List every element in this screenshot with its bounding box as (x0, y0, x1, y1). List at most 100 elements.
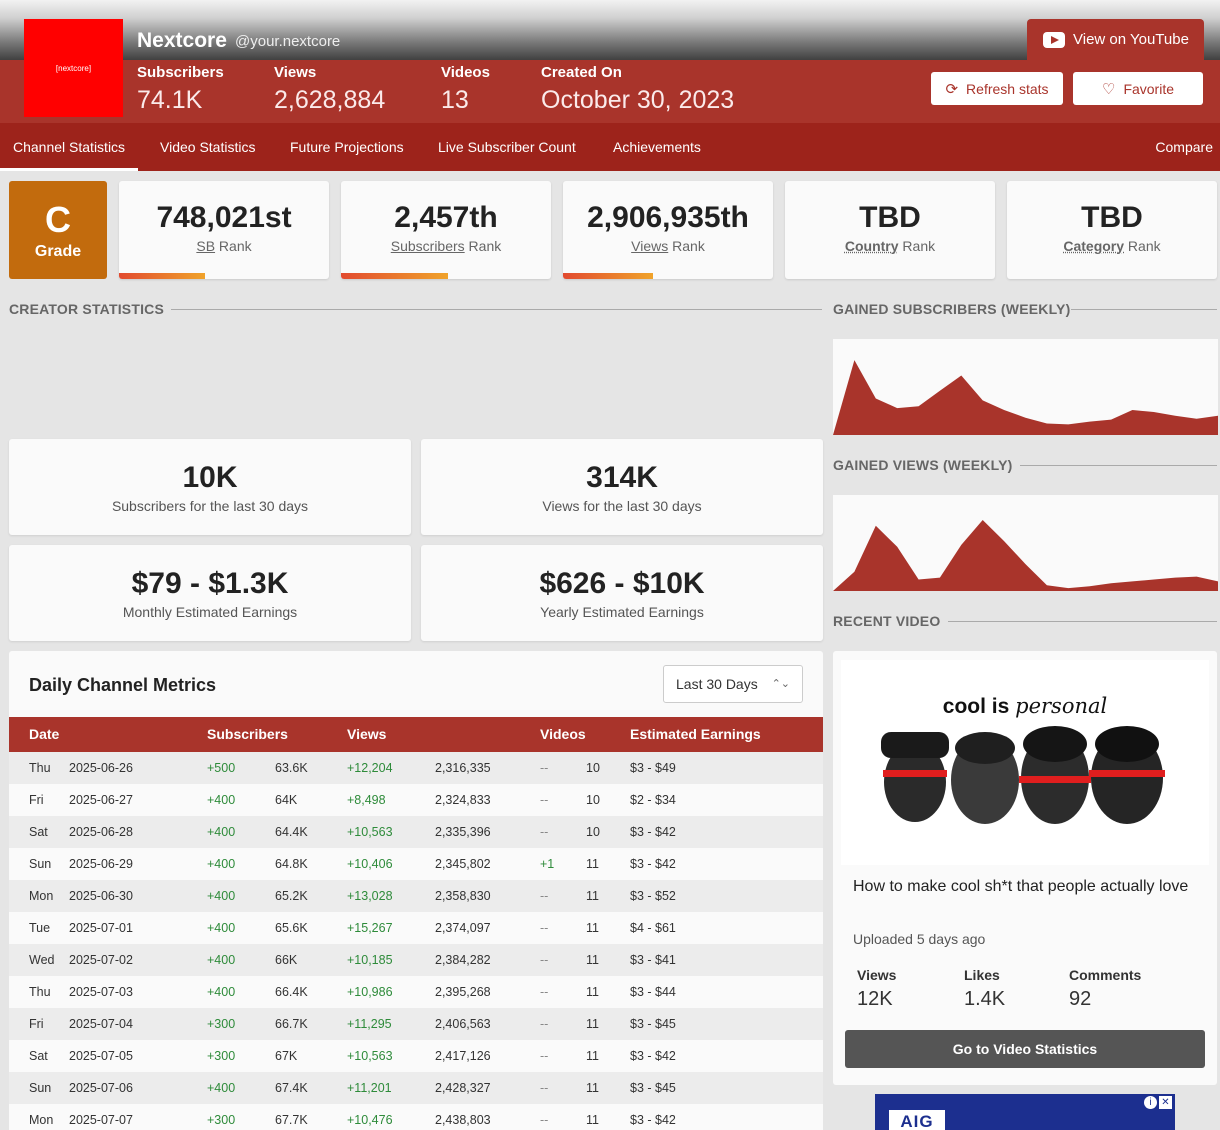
cell-videos-gained: +1 (540, 857, 555, 871)
tab-compare[interactable]: Compare (1155, 139, 1213, 155)
cell-date: 2025-07-02 (69, 953, 133, 967)
summary-label: Subscribers for the last 30 days (111, 498, 309, 514)
daily-metrics-title: Daily Channel Metrics (29, 675, 217, 695)
cell-day: Thu (29, 985, 51, 999)
rank-type-link[interactable]: Category (1063, 238, 1125, 254)
summary-value: $626 - $10K (539, 567, 705, 600)
cell-videos-total: 10 (586, 761, 600, 775)
rank-card-views: 2,906,935th Views Rank (563, 181, 773, 279)
th-estimated-earnings[interactable]: Estimated Earnings (630, 726, 761, 742)
rank-value: 2,457th (394, 201, 498, 234)
cell-views-gained: +8,498 (347, 793, 386, 807)
cell-day: Sat (29, 1049, 48, 1063)
tab-achievements[interactable]: Achievements (613, 139, 701, 155)
cell-views-gained: +11,295 (347, 1017, 392, 1031)
section-gained-views: GAINED VIEWS (WEEKLY) (833, 457, 1013, 473)
th-videos[interactable]: Videos (540, 726, 586, 742)
rank-type-link[interactable]: Country (844, 238, 899, 254)
cell-subs-total: 66.4K (275, 985, 308, 999)
th-date[interactable]: Date (29, 726, 60, 742)
cell-videos-total: 10 (586, 793, 600, 807)
video-stat-label: Views (857, 967, 897, 983)
video-stat-value: 92 (1069, 988, 1092, 1010)
ad-info-icon[interactable]: i (1144, 1096, 1157, 1109)
table-row: Sun 2025-07-06 +400 67.4K +11,201 2,428,327 --… (9, 1072, 823, 1104)
section-divider (1020, 465, 1217, 466)
video-title[interactable]: How to make cool sh*t that people actual… (853, 878, 1189, 895)
cell-subs-gained: +400 (207, 793, 236, 807)
cell-day: Sun (29, 1081, 52, 1095)
tab-future-projections[interactable]: Future Projections (290, 139, 404, 155)
video-stat-likes: Likes 1.4K (964, 967, 1005, 1011)
ad-close-icon[interactable]: ✕ (1159, 1096, 1172, 1109)
table-row: Tue 2025-07-01 +400 65.6K +15,267 2,374,097 --… (9, 912, 823, 944)
rank-type-link[interactable]: Views (631, 238, 669, 254)
cell-subs-gained: +400 (207, 825, 236, 839)
cell-day: Wed (29, 953, 55, 967)
video-thumbnail[interactable]: cool is personal (841, 660, 1209, 865)
refresh-stats-button[interactable]: ⟳ Refresh stats (931, 72, 1063, 105)
th-subscribers[interactable]: Subscribers (207, 726, 288, 742)
cell-views-total: 2,345,802 (435, 857, 491, 871)
tab-live-subscriber-count[interactable]: Live Subscriber Count (438, 139, 576, 155)
tab-channel-statistics[interactable]: Channel Statistics (0, 123, 139, 171)
cell-videos-total: 11 (586, 1017, 599, 1031)
ad-banner[interactable]: AIG i ✕ (875, 1094, 1175, 1130)
tab-video-statistics[interactable]: Video Statistics (160, 139, 256, 155)
rank-label: Country Rank (785, 238, 995, 254)
range-select[interactable]: Last 30 Days ⌃⌄ (663, 665, 803, 703)
channel-name: Nextcore (137, 29, 227, 52)
face-1-graphic (881, 732, 949, 822)
cell-videos-gained: -- (540, 921, 549, 935)
weekly-subscribers-area (833, 360, 1218, 435)
cell-earnings: $3 - $42 (630, 1049, 676, 1063)
cell-views-gained: +10,406 (347, 857, 393, 871)
cell-views-gained: +10,563 (347, 1049, 393, 1063)
favorite-button[interactable]: ♡ Favorite (1073, 72, 1203, 105)
rank-label: Subscribers Rank (341, 238, 551, 254)
cell-videos-total: 11 (586, 1081, 599, 1095)
summary-views-30d: 314K Views for the last 30 days (421, 439, 823, 535)
rank-value: 748,021st (156, 201, 292, 234)
table-row: Wed 2025-07-02 +400 66K +10,185 2,384,282 -- 11… (9, 944, 823, 976)
cell-views-total: 2,406,563 (435, 1017, 491, 1031)
view-on-youtube-button[interactable]: View on YouTube (1027, 19, 1204, 60)
th-views[interactable]: Views (347, 726, 387, 742)
face-4-graphic (1089, 726, 1165, 824)
grade-card: C Grade (9, 181, 107, 279)
thumbnail-title-bold: cool is (942, 695, 1010, 718)
cell-views-gained: +15,267 (347, 921, 393, 935)
cell-date: 2025-06-30 (69, 889, 133, 903)
header-stat-views: Views 2,628,884 (274, 64, 385, 115)
cell-views-total: 2,316,335 (435, 761, 491, 775)
cell-videos-total: 11 (586, 889, 599, 903)
cell-views-total: 2,395,268 (435, 985, 491, 999)
cell-day: Sun (29, 857, 52, 871)
cell-date: 2025-06-27 (69, 793, 133, 807)
header-stat-created: Created On October 30, 2023 (541, 64, 734, 115)
cell-earnings: $3 - $49 (630, 761, 676, 775)
cell-day: Fri (29, 1017, 44, 1031)
summary-label: Monthly Estimated Earnings (122, 604, 298, 620)
rank-card-country: TBD Country Rank (785, 181, 995, 279)
header-stat-value: 13 (441, 86, 469, 114)
cell-earnings: $3 - $42 (630, 857, 676, 871)
cell-videos-gained: -- (540, 1081, 549, 1095)
cell-views-total: 2,438,803 (435, 1113, 491, 1127)
cell-subs-gained: +500 (207, 761, 236, 775)
rank-value: TBD (859, 201, 921, 234)
cell-date: 2025-07-07 (69, 1113, 133, 1127)
cell-views-total: 2,374,097 (435, 921, 491, 935)
go-to-video-statistics-button[interactable]: Go to Video Statistics (845, 1030, 1205, 1068)
cell-subs-total: 67.4K (275, 1081, 308, 1095)
rank-type-link[interactable]: Subscribers (390, 238, 465, 254)
cell-earnings: $3 - $45 (630, 1081, 676, 1095)
summary-value: 10K (182, 461, 238, 494)
weekly-views-area (833, 520, 1218, 591)
cell-subs-total: 66K (275, 953, 298, 967)
summary-value: $79 - $1.3K (131, 567, 289, 600)
channel-logo[interactable]: [nextcore] (24, 19, 123, 117)
table-row: Thu 2025-06-26 +500 63.6K +12,204 2,316,335 --… (9, 752, 823, 784)
cell-videos-gained: -- (540, 985, 549, 999)
rank-type-link[interactable]: SB (196, 238, 216, 254)
